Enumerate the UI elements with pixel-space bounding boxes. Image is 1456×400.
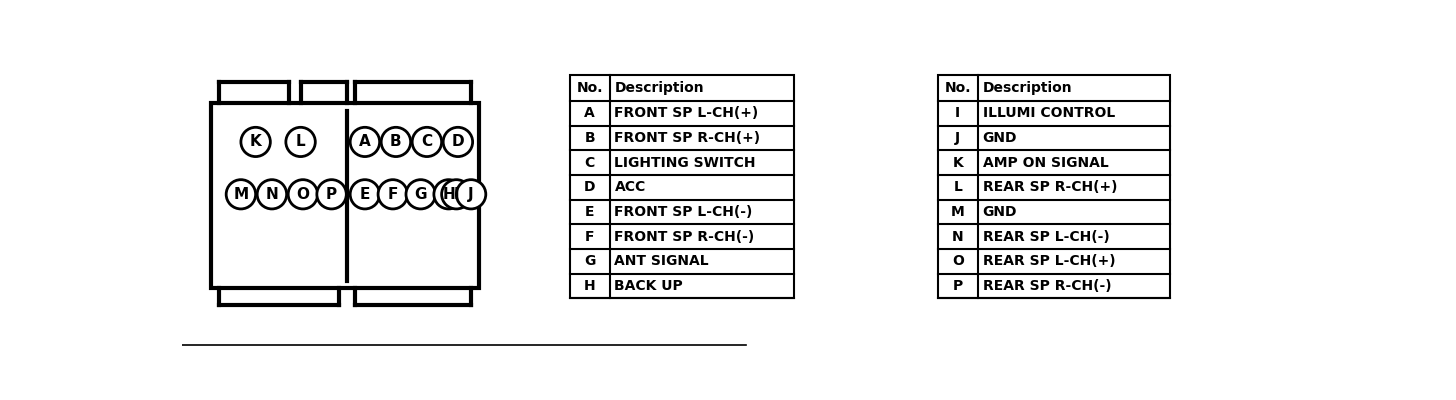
Text: GND: GND (983, 131, 1018, 145)
Text: P: P (952, 279, 962, 293)
Circle shape (434, 180, 463, 209)
Circle shape (456, 180, 486, 209)
Text: A: A (584, 106, 596, 120)
Circle shape (240, 127, 271, 156)
Bar (938, 75, 1171, 298)
Text: C: C (584, 156, 594, 170)
Text: FRONT SP R-CH(+): FRONT SP R-CH(+) (614, 131, 760, 145)
Circle shape (226, 180, 256, 209)
Text: G: G (584, 254, 596, 268)
Circle shape (381, 127, 411, 156)
Text: L: L (296, 134, 306, 150)
Text: K: K (952, 156, 964, 170)
Text: REAR SP L-CH(+): REAR SP L-CH(+) (983, 254, 1115, 268)
Bar (211, 104, 479, 288)
Text: G: G (415, 187, 427, 202)
Text: O: O (952, 254, 964, 268)
Text: I: I (955, 106, 961, 120)
Circle shape (412, 127, 441, 156)
Circle shape (406, 180, 435, 209)
Text: ILLUMI CONTROL: ILLUMI CONTROL (983, 106, 1115, 120)
Text: H: H (584, 279, 596, 293)
Text: Description: Description (614, 81, 705, 95)
Text: L: L (954, 180, 962, 194)
Text: B: B (390, 134, 402, 150)
Text: GND: GND (983, 205, 1018, 219)
Text: A: A (360, 134, 371, 150)
Text: J: J (955, 131, 961, 145)
Text: K: K (250, 134, 262, 150)
Circle shape (441, 180, 472, 209)
Text: C: C (421, 134, 432, 150)
Text: I: I (453, 187, 459, 202)
Text: E: E (360, 187, 370, 202)
Circle shape (443, 127, 473, 156)
Text: FRONT SP R-CH(-): FRONT SP R-CH(-) (614, 230, 754, 244)
Text: F: F (387, 187, 397, 202)
Text: O: O (297, 187, 310, 202)
Text: ACC: ACC (614, 180, 645, 194)
Text: FRONT SP L-CH(+): FRONT SP L-CH(+) (614, 106, 759, 120)
Circle shape (317, 180, 347, 209)
Text: H: H (443, 187, 454, 202)
Text: M: M (951, 205, 965, 219)
Text: N: N (952, 230, 964, 244)
Text: No.: No. (577, 81, 603, 95)
Text: REAR SP L-CH(-): REAR SP L-CH(-) (983, 230, 1109, 244)
Text: LIGHTING SWITCH: LIGHTING SWITCH (614, 156, 756, 170)
Circle shape (285, 127, 316, 156)
Text: D: D (451, 134, 464, 150)
Text: AMP ON SIGNAL: AMP ON SIGNAL (983, 156, 1108, 170)
Text: B: B (584, 131, 596, 145)
Text: E: E (585, 205, 594, 219)
Text: ANT SIGNAL: ANT SIGNAL (614, 254, 709, 268)
Text: BACK UP: BACK UP (614, 279, 683, 293)
Text: Description: Description (983, 81, 1072, 95)
Text: J: J (469, 187, 473, 202)
Circle shape (288, 180, 317, 209)
Text: No.: No. (945, 81, 971, 95)
Circle shape (351, 180, 380, 209)
Circle shape (351, 127, 380, 156)
Text: M: M (233, 187, 249, 202)
Circle shape (258, 180, 287, 209)
Bar (569, 75, 795, 298)
Text: D: D (584, 180, 596, 194)
Text: REAR SP R-CH(+): REAR SP R-CH(+) (983, 180, 1117, 194)
Text: FRONT SP L-CH(-): FRONT SP L-CH(-) (614, 205, 753, 219)
Text: P: P (326, 187, 338, 202)
Text: N: N (265, 187, 278, 202)
Text: REAR SP R-CH(-): REAR SP R-CH(-) (983, 279, 1111, 293)
Text: F: F (585, 230, 594, 244)
Circle shape (379, 180, 408, 209)
